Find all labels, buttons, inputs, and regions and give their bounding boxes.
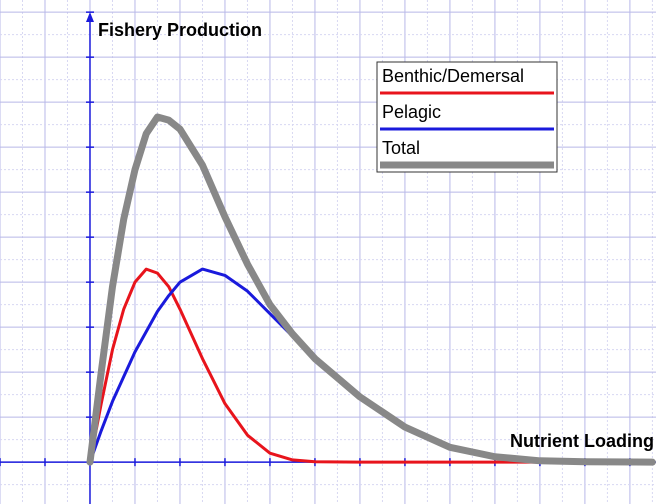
legend-label: Pelagic [382,102,441,122]
legend-label: Total [382,138,420,158]
y-axis-label: Fishery Production [98,20,262,40]
y-axis-arrow [85,12,94,22]
legend: Benthic/Demersal Pelagic Total [376,61,558,173]
x-axis-label: Nutrient Loading [510,431,654,451]
legend-label: Benthic/Demersal [382,66,524,86]
series-line [86,113,656,466]
legend-box [376,61,558,173]
series-line [88,267,654,464]
